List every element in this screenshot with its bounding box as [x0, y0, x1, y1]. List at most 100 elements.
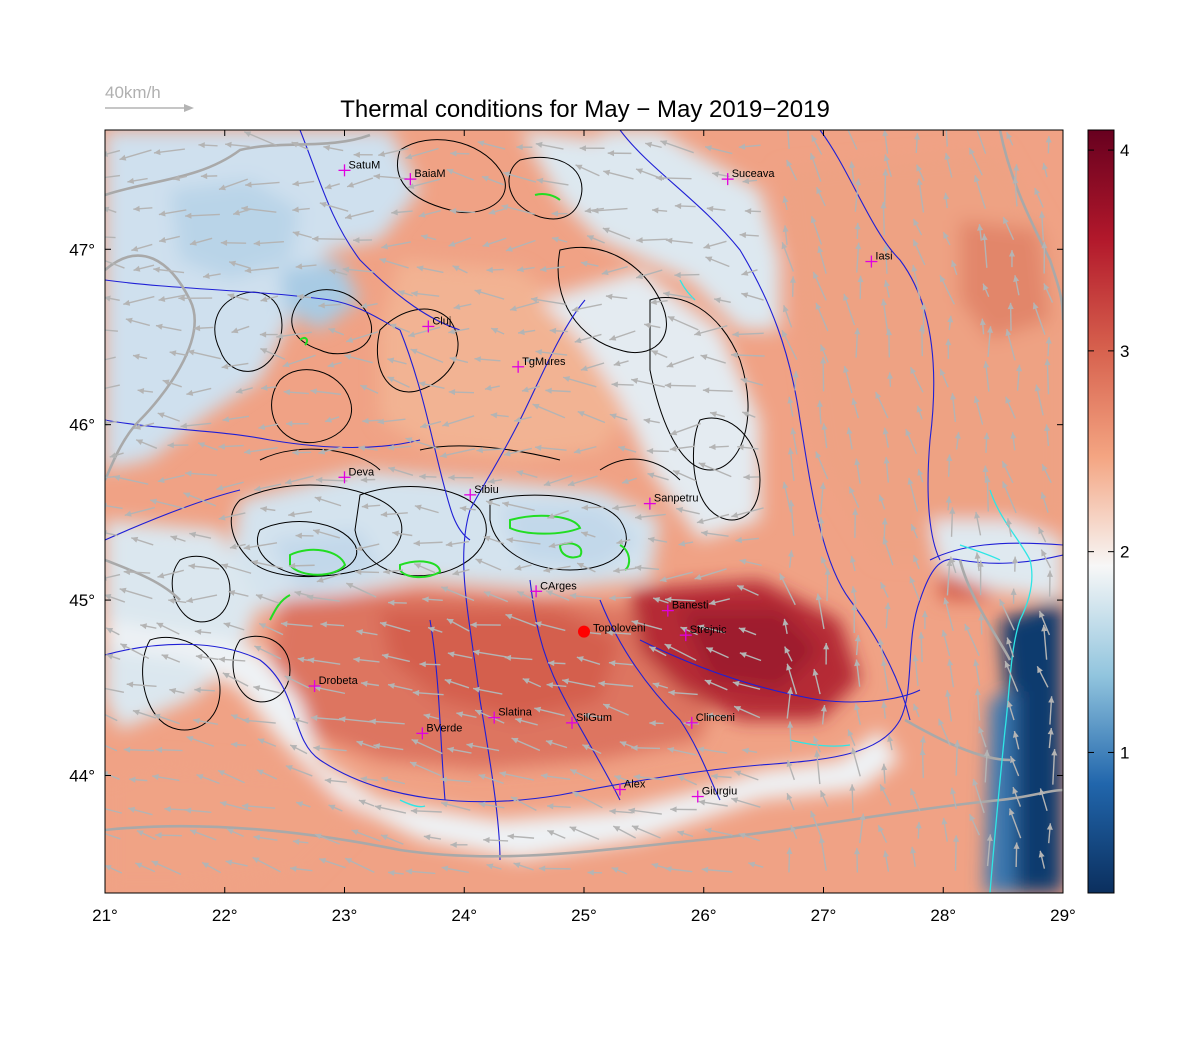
- wind-arrowhead: [616, 538, 624, 545]
- wind-arrowhead: [162, 379, 170, 386]
- wind-arrowhead: [731, 512, 739, 518]
- wind-arrowhead: [421, 234, 428, 241]
- wind-arrowhead: [292, 717, 300, 724]
- wind-arrowhead: [507, 833, 515, 840]
- wind-arrowhead: [973, 396, 980, 404]
- wind-arrowhead: [503, 171, 511, 178]
- wind-arrowhead: [251, 559, 259, 566]
- wind-arrowhead: [509, 305, 517, 312]
- wind-arrowhead: [730, 351, 738, 359]
- wind-arrowhead: [678, 540, 686, 547]
- wind-arrowhead: [383, 568, 390, 575]
- wind-arrowhead: [813, 271, 819, 279]
- wind-arrowhead: [513, 862, 521, 869]
- wind-arrowhead: [946, 454, 953, 461]
- city-tgmures: TgMures: [512, 356, 566, 373]
- wind-arrowhead: [312, 235, 319, 242]
- wind-arrowhead: [974, 688, 981, 696]
- wind-arrowhead: [360, 680, 368, 687]
- wind-arrowhead: [703, 243, 711, 250]
- wind-arrowhead: [388, 599, 395, 606]
- wind-arrowhead: [820, 790, 826, 798]
- wind-arrowhead: [260, 296, 268, 303]
- wind-arrowhead: [705, 256, 713, 263]
- wind-arrowhead: [732, 331, 739, 338]
- wind-arrowhead: [1042, 162, 1048, 170]
- wind-arrowhead: [983, 361, 990, 368]
- wind-arrowhead: [123, 299, 131, 306]
- wind-arrowhead: [285, 478, 292, 485]
- wind-arrowhead: [911, 524, 917, 532]
- wind-arrowhead: [664, 382, 672, 389]
- wind-arrowhead: [569, 826, 577, 833]
- wind-arrowhead: [136, 830, 144, 837]
- wind-arrowhead: [478, 774, 486, 780]
- wind-arrowhead: [633, 774, 641, 781]
- wind-arrowhead: [1011, 556, 1019, 564]
- wind-arrowhead: [221, 363, 229, 370]
- wind-arrowhead: [419, 661, 426, 668]
- wind-arrowhead: [374, 804, 382, 811]
- wind-arrowhead: [169, 350, 177, 357]
- latitude-axis: 44° 45° 46° 47°: [69, 240, 1063, 785]
- wind-arrowhead: [381, 243, 389, 250]
- wind-arrowhead: [787, 550, 794, 557]
- wind-arrowhead: [356, 629, 364, 636]
- wind-arrowhead: [186, 735, 194, 742]
- wind-arrowhead: [821, 423, 828, 430]
- wind-arrow: [105, 384, 120, 390]
- wind-arrowhead: [136, 439, 144, 445]
- wind-arrowhead: [474, 289, 482, 296]
- wind-arrowhead: [313, 528, 320, 535]
- wind-arrowhead: [297, 293, 304, 300]
- wind-arrowhead: [696, 518, 704, 525]
- wind-arrowhead: [521, 386, 529, 393]
- wind-arrowhead: [313, 745, 320, 752]
- x-tick-label: 23°: [332, 906, 358, 925]
- wind-arrowhead: [442, 420, 450, 427]
- wind-arrowhead: [188, 563, 196, 570]
- wind-arrowhead: [551, 236, 559, 243]
- wind-arrowhead: [547, 803, 554, 810]
- wind-arrowhead: [817, 246, 824, 254]
- wind-arrowhead: [445, 541, 453, 548]
- wind-arrowhead: [877, 638, 884, 646]
- wind-arrowhead: [636, 168, 643, 175]
- city-cluj: Cluj: [422, 315, 451, 333]
- wind-arrowhead: [449, 356, 457, 363]
- wind-arrowhead: [982, 283, 989, 291]
- wind-arrowhead: [881, 659, 888, 667]
- wind-arrowhead: [486, 500, 493, 506]
- wind-arrowhead: [405, 437, 413, 444]
- wind-arrowhead: [292, 230, 300, 237]
- wind-arrowhead: [256, 769, 264, 776]
- wind-arrowhead: [1041, 624, 1048, 632]
- city-label: Clinceni: [696, 712, 735, 724]
- wind-arrowhead: [412, 689, 420, 696]
- site-marker: [578, 625, 590, 638]
- city-label: Drobeta: [319, 675, 359, 687]
- wind-arrowhead: [225, 859, 233, 866]
- wind-arrowhead: [361, 503, 369, 510]
- wind-arrowhead: [339, 716, 346, 723]
- x-tick-label: 27°: [811, 906, 837, 925]
- wind-arrowhead: [1013, 164, 1020, 171]
- city-giurgiu: Giurgiu: [691, 786, 737, 803]
- wind-arrowhead: [954, 740, 961, 747]
- wind-arrowhead: [89, 684, 96, 690]
- wind-arrowhead: [414, 563, 422, 569]
- wind-arrowhead: [327, 361, 335, 368]
- wind-arrowhead: [571, 306, 579, 313]
- wind-arrowhead: [504, 654, 512, 661]
- wind-arrowhead: [440, 776, 447, 783]
- wind-arrowhead: [243, 544, 251, 551]
- wind-arrowhead: [694, 574, 702, 580]
- wind-arrowhead: [913, 703, 919, 711]
- city-slatina: Slatina: [488, 707, 533, 724]
- wind-arrowhead: [1038, 527, 1045, 535]
- wind-arrowhead: [881, 701, 888, 708]
- city-label: SatuM: [349, 159, 381, 171]
- wind-arrowhead: [1006, 700, 1013, 708]
- wind-arrowhead: [482, 241, 490, 248]
- wind-arrowhead: [184, 807, 192, 814]
